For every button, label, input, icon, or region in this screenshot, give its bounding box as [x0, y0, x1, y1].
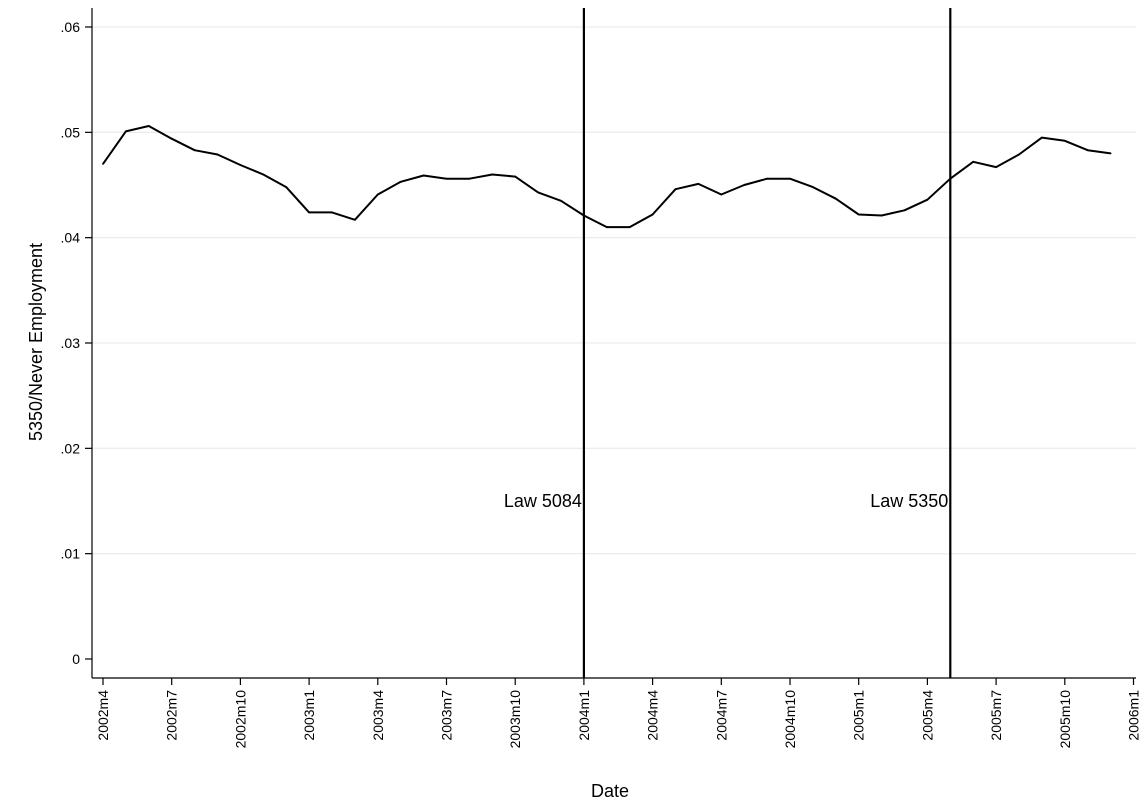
- data-point: [812, 186, 814, 189]
- data-point: [1041, 136, 1043, 139]
- x-tick-label: 2005m4: [919, 690, 935, 741]
- data-point: [537, 191, 539, 194]
- data-point: [468, 177, 471, 180]
- data-point: [880, 214, 883, 217]
- y-tick-label: .01: [61, 546, 81, 562]
- x-tick-label: 2005m7: [988, 690, 1004, 741]
- data-point: [674, 188, 677, 191]
- data-point: [491, 173, 494, 176]
- event-lines: Law 5084 Law 5350: [504, 8, 952, 678]
- series-layer: [102, 125, 1112, 229]
- data-point: [354, 218, 356, 221]
- data-point: [102, 163, 104, 165]
- data-point: [743, 184, 746, 186]
- data-point: [514, 175, 517, 178]
- data-point: [216, 153, 219, 156]
- data-point: [697, 183, 700, 185]
- data-point: [995, 166, 997, 168]
- data-point: [605, 226, 608, 229]
- x-axis-ticks: 2002m4 2002m7 2002m10 2003m1 2003m4 2003m7 200…: [95, 678, 1142, 748]
- event-line-label: Law 5350: [870, 491, 948, 511]
- data-point: [651, 213, 654, 216]
- data-point: [399, 180, 402, 183]
- data-point: [239, 164, 242, 166]
- y-tick-label: 0: [72, 651, 80, 667]
- x-tick-label: 2003m4: [370, 690, 386, 741]
- data-point: [285, 186, 288, 189]
- x-tick-label: 2003m7: [439, 690, 455, 741]
- data-point: [628, 226, 631, 229]
- series-line: [102, 125, 1111, 229]
- x-tick-label: 2003m10: [507, 690, 523, 749]
- data-point: [903, 209, 906, 212]
- data-point: [193, 149, 196, 152]
- data-point: [949, 177, 952, 180]
- data-point: [376, 193, 379, 196]
- x-tick-label: 2003m1: [301, 690, 317, 741]
- data-point: [147, 125, 150, 127]
- data-point: [583, 214, 585, 217]
- data-point: [125, 130, 127, 133]
- x-tick-label: 2002m4: [95, 690, 111, 741]
- data-point: [1018, 153, 1020, 156]
- data-point: [1063, 139, 1066, 142]
- x-tick-label: 2005m10: [1057, 690, 1073, 749]
- x-tick-label: 2005m1: [851, 690, 867, 741]
- data-point: [972, 160, 975, 163]
- gridlines: [92, 26, 1136, 555]
- y-tick-label: .02: [61, 440, 81, 456]
- y-tick-label: .04: [61, 230, 81, 246]
- x-tick-label: 2004m10: [782, 690, 798, 749]
- x-tick-label: 2004m4: [645, 690, 661, 741]
- data-point: [308, 211, 310, 214]
- x-tick-label: 2002m10: [232, 690, 248, 749]
- x-axis-title: Date: [591, 781, 629, 801]
- data-point: [789, 177, 791, 180]
- x-tick-label: 2006m1: [1126, 690, 1142, 741]
- y-axis-ticks: 0 .01 .02 .03 .04 .05 .06: [61, 19, 92, 667]
- data-point: [331, 211, 333, 214]
- data-point: [857, 213, 860, 216]
- data-point: [834, 197, 837, 200]
- x-tick-label: 2004m7: [713, 690, 729, 741]
- data-point: [170, 137, 173, 140]
- data-point: [262, 173, 265, 176]
- y-axis-title: 5350/Never Employment: [26, 243, 46, 441]
- data-point: [1109, 152, 1112, 155]
- data-point: [422, 174, 425, 177]
- y-tick-label: .06: [61, 19, 81, 35]
- data-point: [445, 177, 448, 180]
- y-tick-label: .03: [61, 335, 81, 351]
- data-point: [1086, 149, 1089, 152]
- x-tick-label: 2002m7: [164, 690, 180, 741]
- event-line-label: Law 5084: [504, 491, 582, 511]
- y-tick-label: .05: [61, 124, 81, 140]
- data-point: [560, 199, 562, 202]
- x-tick-label: 2004m1: [576, 690, 592, 741]
- data-point: [926, 198, 929, 201]
- data-point: [766, 177, 768, 180]
- data-point: [720, 193, 723, 196]
